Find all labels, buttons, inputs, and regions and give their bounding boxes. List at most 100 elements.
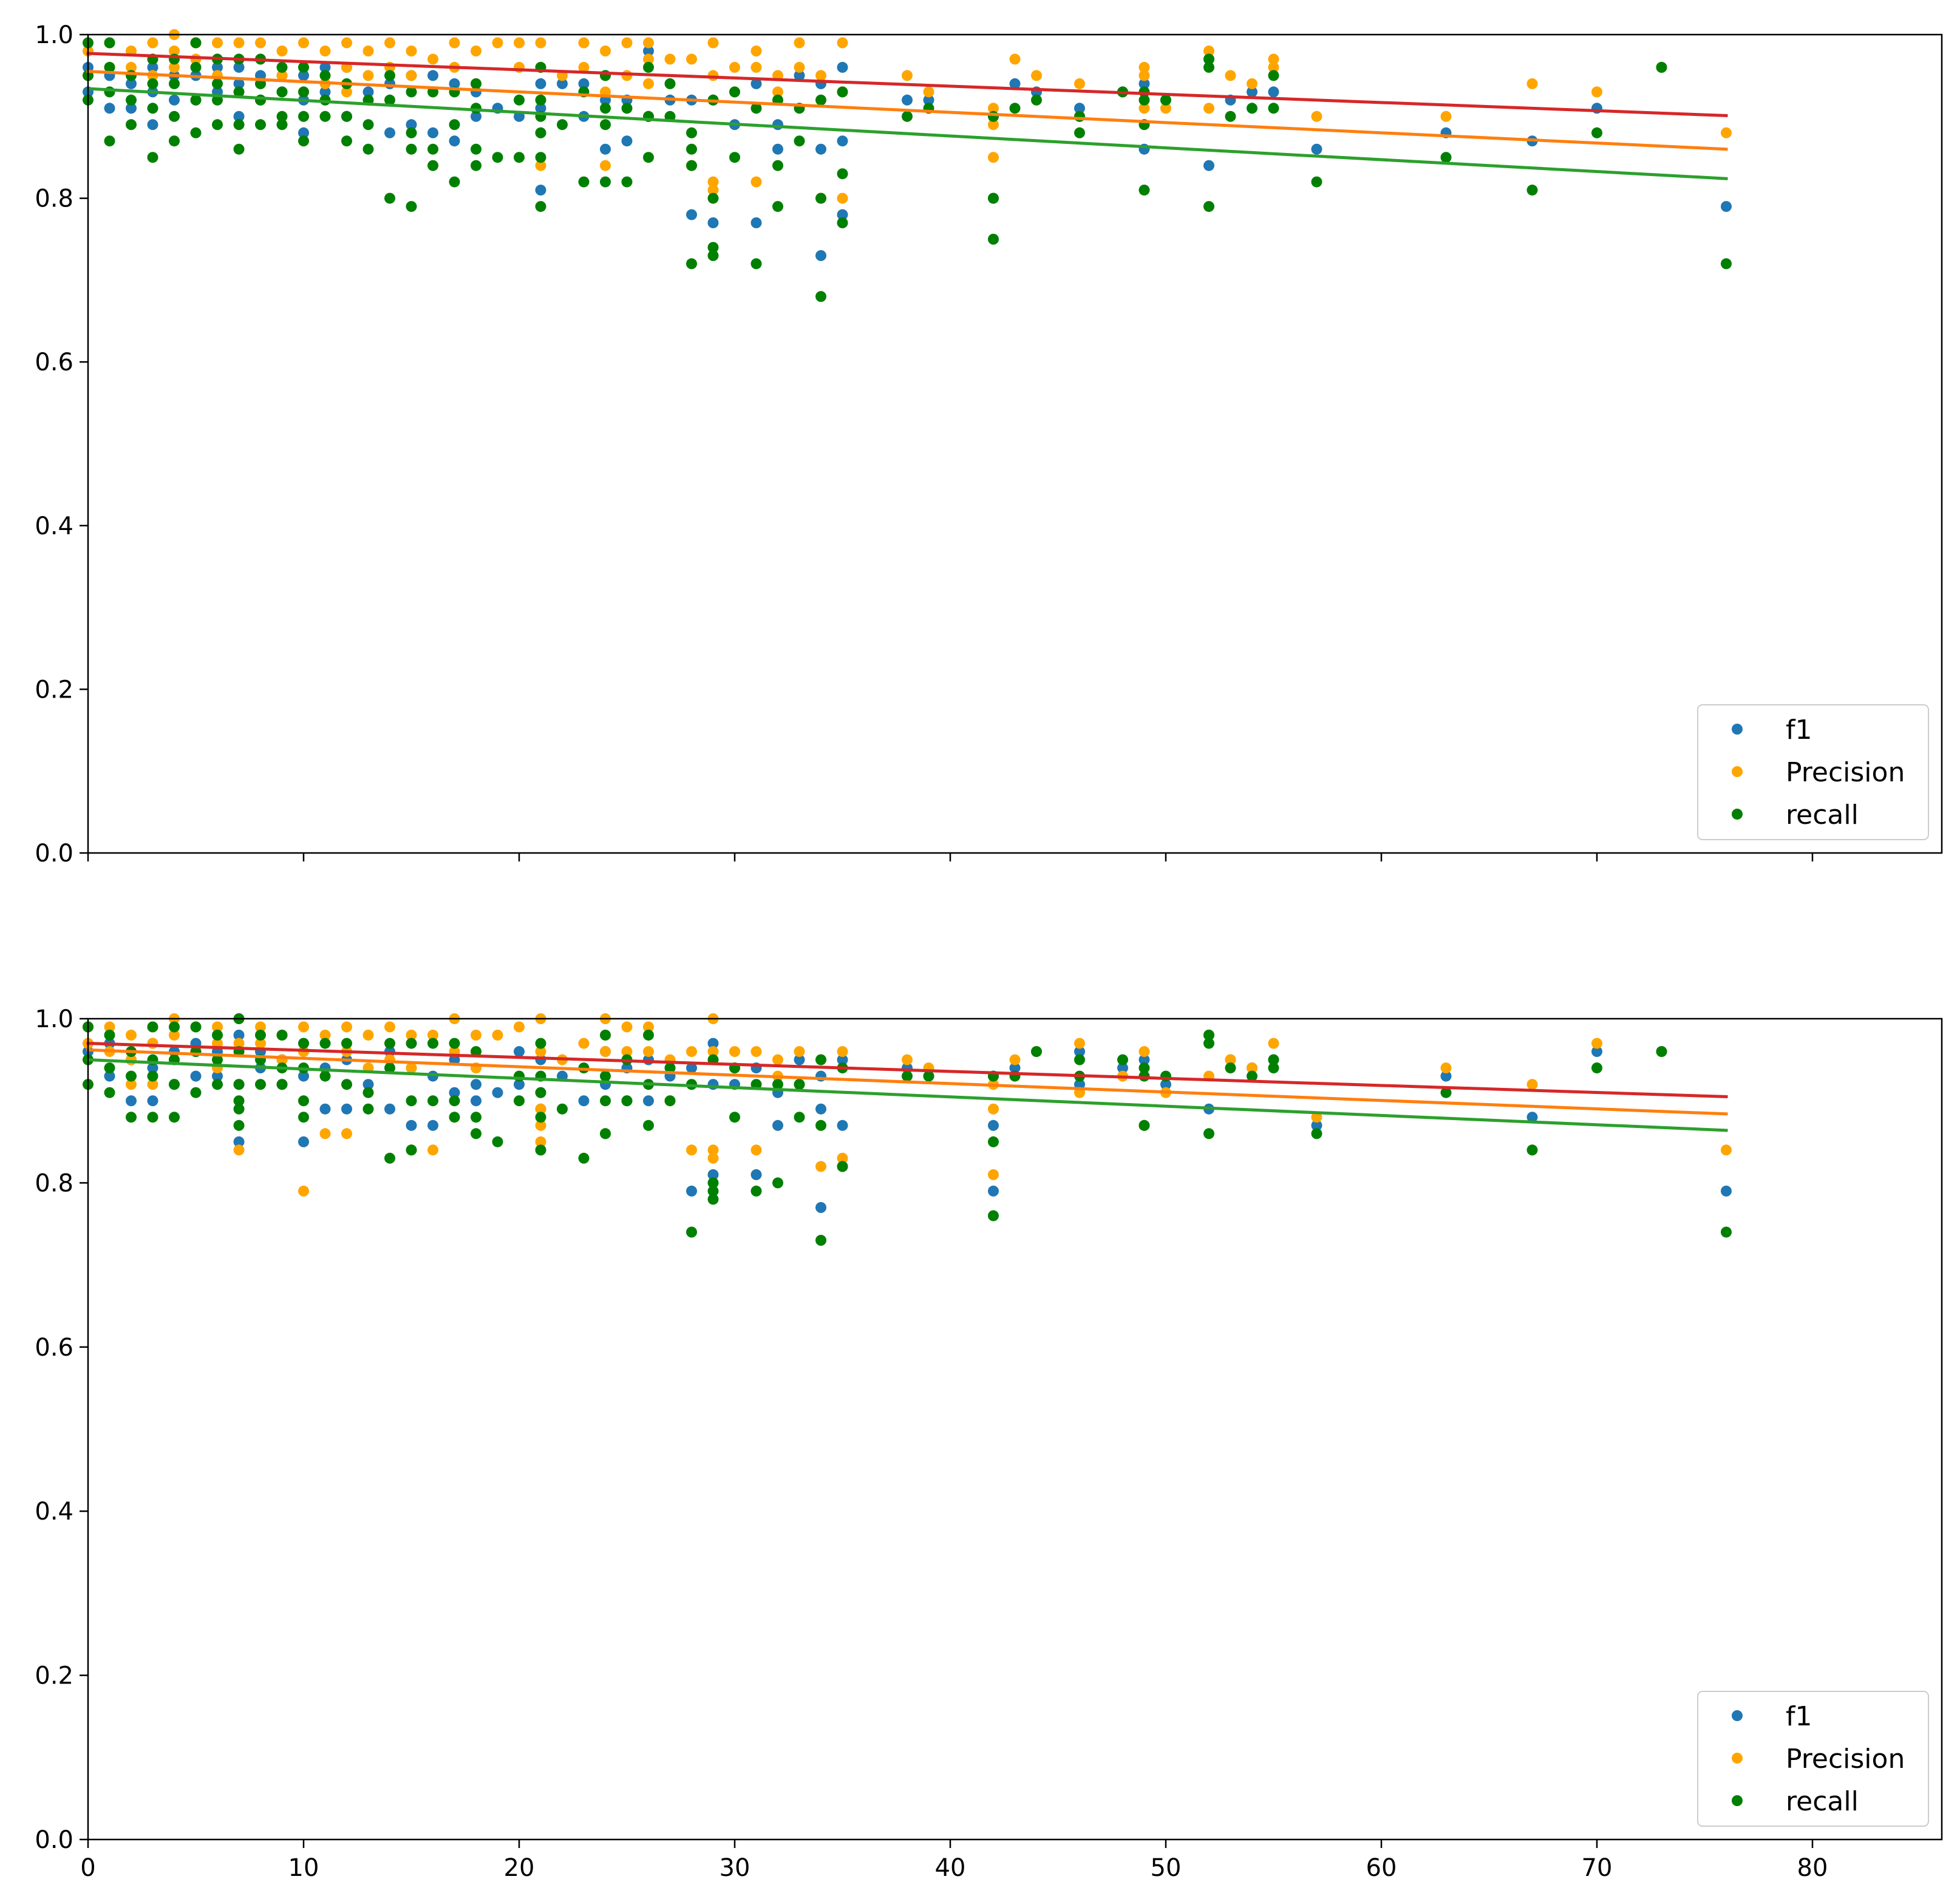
data-point	[169, 78, 180, 89]
axes-frame	[87, 33, 1943, 854]
data-point	[104, 135, 115, 147]
data-point	[1203, 1128, 1214, 1140]
data-point	[815, 1103, 826, 1115]
data-point	[621, 135, 633, 147]
data-point	[988, 1119, 999, 1131]
data-point	[104, 103, 115, 114]
data-point	[1203, 61, 1214, 73]
data-point	[449, 78, 460, 89]
data-point	[190, 127, 202, 138]
data-point	[298, 1112, 309, 1123]
data-point	[794, 1046, 805, 1058]
data-point	[1526, 78, 1538, 89]
trend-line	[86, 1048, 1728, 1116]
data-point	[1117, 1054, 1128, 1065]
data-point	[902, 110, 913, 122]
data-point	[1160, 94, 1171, 106]
data-point	[427, 70, 438, 81]
x-tick-label: 10	[288, 1854, 319, 1882]
data-point	[341, 1038, 352, 1049]
y-tick-label: 0.6	[35, 1334, 73, 1362]
data-point	[362, 70, 374, 81]
data-point	[1138, 1062, 1150, 1074]
data-point	[772, 86, 783, 98]
data-point	[169, 61, 180, 73]
data-point	[126, 1079, 137, 1090]
legend-label: Precision	[1786, 757, 1905, 788]
data-point	[169, 1079, 180, 1090]
data-point	[427, 143, 438, 155]
data-point	[104, 1021, 115, 1033]
data-point	[406, 86, 417, 98]
data-point	[190, 1087, 202, 1098]
data-point	[212, 78, 223, 89]
data-point	[276, 110, 288, 122]
data-point	[1160, 103, 1171, 114]
data-point	[621, 1095, 633, 1107]
data-point	[1138, 103, 1150, 114]
data-point	[298, 1070, 309, 1082]
data-point	[362, 46, 374, 56]
data-point	[147, 152, 158, 163]
legend-label: f1	[1786, 1701, 1812, 1732]
data-point	[535, 185, 546, 196]
data-point	[686, 143, 697, 155]
data-point	[233, 78, 245, 89]
data-point	[362, 1079, 374, 1090]
y-tick-label: 0.8	[35, 185, 73, 213]
data-point	[1526, 1112, 1538, 1123]
data-point	[535, 1136, 546, 1147]
trend-line	[86, 70, 1728, 151]
data-point	[1268, 53, 1279, 65]
data-point	[384, 70, 395, 81]
data-point	[126, 70, 137, 81]
data-point	[837, 209, 848, 220]
data-point	[233, 86, 245, 98]
series-recall	[83, 1013, 1732, 1246]
data-point	[1203, 201, 1214, 212]
data-point	[578, 78, 590, 89]
data-point	[535, 1087, 546, 1098]
data-point	[384, 1038, 395, 1049]
data-point	[535, 160, 546, 171]
data-point	[1268, 1054, 1279, 1065]
data-point	[298, 1185, 309, 1197]
data-point	[837, 1054, 848, 1065]
data-point	[319, 1070, 331, 1082]
data-point	[1591, 86, 1602, 98]
data-point	[535, 1046, 546, 1058]
data-point	[169, 1021, 180, 1033]
data-point	[1656, 61, 1667, 73]
data-point	[406, 1144, 417, 1156]
x-tick-label: 20	[504, 1854, 535, 1882]
data-point	[902, 1054, 913, 1065]
data-point	[815, 143, 826, 155]
x-tick-label: 50	[1151, 1854, 1182, 1882]
data-point	[492, 152, 503, 163]
data-point	[535, 94, 546, 106]
data-point	[298, 61, 309, 73]
data-point	[341, 135, 352, 147]
data-point	[988, 119, 999, 131]
data-point	[319, 110, 331, 122]
data-point	[643, 1119, 654, 1131]
data-point	[600, 119, 611, 131]
data-point	[406, 46, 417, 56]
y-tick-label: 0.8	[35, 1169, 73, 1197]
data-point	[535, 152, 546, 163]
axes-frame	[87, 1017, 1943, 1841]
data-point	[449, 1087, 460, 1098]
data-point	[319, 1030, 331, 1041]
data-point	[794, 1054, 805, 1065]
data-point	[1721, 1226, 1732, 1238]
data-point	[1203, 103, 1214, 114]
trend-line	[86, 87, 1728, 180]
data-point	[578, 1095, 590, 1107]
data-point	[1138, 185, 1150, 196]
data-point	[362, 143, 374, 155]
data-point	[104, 37, 115, 49]
data-point	[1225, 1054, 1236, 1065]
data-point	[750, 258, 762, 270]
data-point	[147, 1070, 158, 1082]
data-point	[169, 110, 180, 122]
